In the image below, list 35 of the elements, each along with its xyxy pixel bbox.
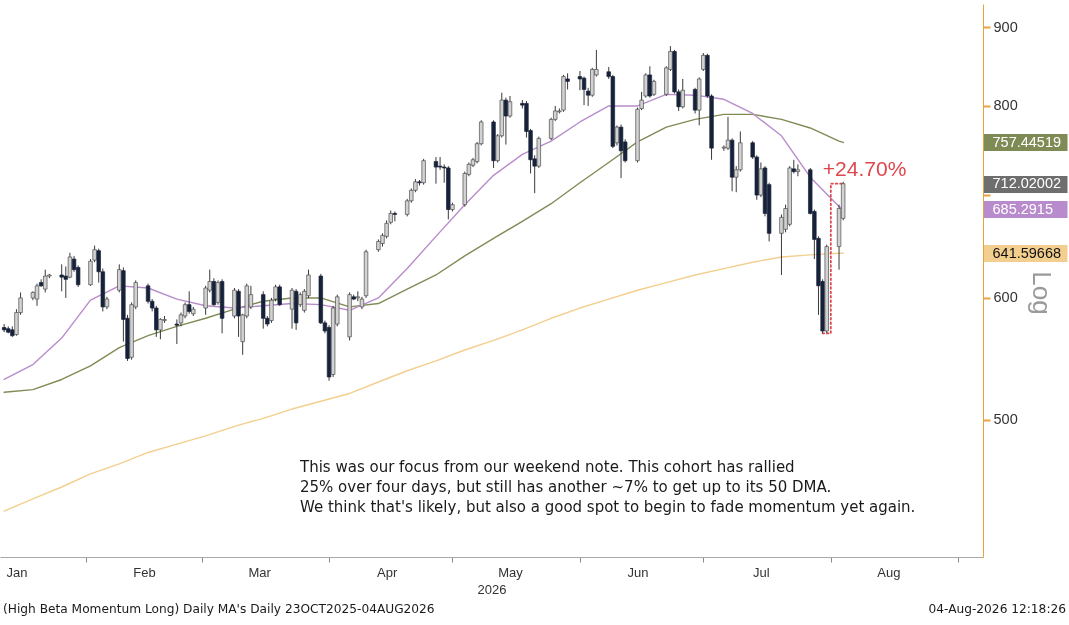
x-tick-label: May — [498, 564, 524, 580]
y-axis-title: Log — [1026, 271, 1057, 315]
candlestick — [507, 95, 513, 119]
candlestick — [721, 144, 727, 152]
candlestick — [692, 87, 698, 114]
x-tick-label: Apr — [377, 564, 398, 580]
candlestick — [680, 78, 685, 109]
annotation: This was our focus from our weekend note. This cohort has rallied 25% over four days, but still has another ~7% to get up to its 50 DMA. We think that's likely, but also a good spot to begin to fade momentum yet again. — [299, 458, 916, 516]
candlestick — [795, 163, 801, 177]
candlestick — [63, 265, 68, 299]
candlestick — [215, 279, 221, 306]
x-tick-label: Aug — [877, 564, 901, 580]
candlestick — [503, 97, 509, 146]
x-axis-title: 2026 — [477, 581, 507, 597]
candlestick — [618, 124, 624, 179]
x-tick-label: Jun — [627, 564, 649, 580]
x-tick-label: Jan — [6, 564, 28, 580]
candlestick — [614, 124, 620, 146]
y-tick-label: 641.59668 — [992, 244, 1062, 261]
y-tick-label: 600 — [993, 289, 1018, 306]
y-tick-label: 500 — [993, 411, 1018, 428]
candlestick — [725, 116, 731, 151]
text: 04-Aug-2026 12:18:26 — [928, 602, 1066, 616]
candlestick — [433, 156, 439, 185]
candlestick — [647, 65, 652, 99]
y-tick-label: 900 — [993, 18, 1018, 35]
x-tick-label: Mar — [248, 564, 272, 580]
y-tick-label: 685.2915 — [992, 200, 1053, 217]
text: (High Beta Momentum Long) Daily MA's Daily 23OCT2025-04AUG2026 — [3, 602, 435, 616]
annotation: +24.70% — [822, 156, 907, 180]
y-tick-label: 712.02002 — [992, 175, 1062, 192]
x-tick-label: Jul — [753, 564, 770, 580]
x-tick-label: Feb — [133, 564, 156, 580]
y-tick-label: 800 — [993, 97, 1018, 114]
y-tick-label: 757.44519 — [992, 133, 1062, 150]
